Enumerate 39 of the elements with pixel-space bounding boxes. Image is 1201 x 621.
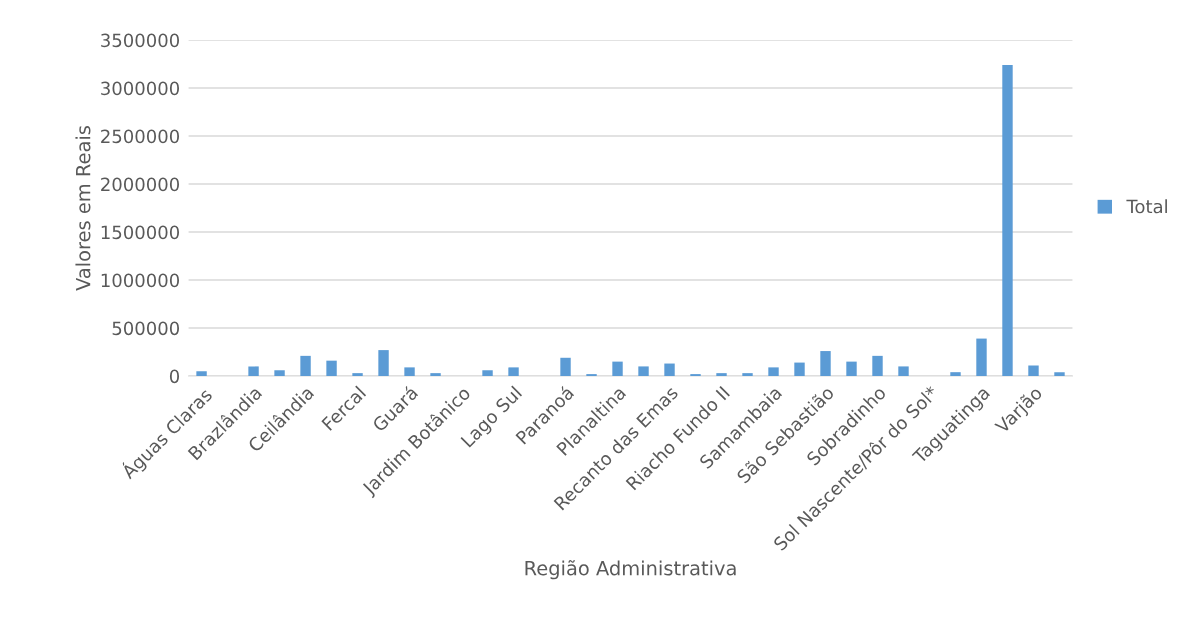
bar — [846, 361, 857, 377]
bar — [638, 366, 649, 377]
bar — [404, 367, 415, 377]
legend-label: Total — [1126, 199, 1167, 214]
y-tick-label: 0 — [169, 369, 180, 384]
bar — [976, 338, 987, 377]
bar — [430, 373, 441, 377]
bar — [482, 370, 493, 377]
bar — [352, 373, 363, 377]
y-tick-label: 3000000 — [101, 81, 180, 96]
bar — [248, 366, 259, 377]
bar — [950, 372, 961, 377]
y-tick-label: 2000000 — [101, 177, 180, 192]
bar — [1002, 65, 1013, 377]
bar — [872, 355, 883, 377]
bar — [508, 367, 519, 377]
bar — [820, 351, 831, 377]
bar — [378, 350, 389, 377]
bar — [716, 373, 727, 377]
bar — [612, 361, 623, 377]
bar — [664, 363, 675, 377]
bar — [326, 360, 337, 377]
bar — [300, 355, 311, 377]
bar — [560, 357, 571, 377]
bar — [274, 370, 285, 377]
bar — [1054, 372, 1065, 377]
y-tick-label: 1500000 — [101, 225, 180, 240]
y-axis-title: Valores em Reais — [75, 126, 91, 291]
bar — [768, 367, 779, 377]
y-tick-label: 500000 — [112, 321, 180, 336]
bar — [794, 362, 805, 377]
bar — [898, 366, 909, 377]
bar — [742, 373, 753, 377]
bar — [196, 371, 207, 377]
y-tick-label: 2500000 — [101, 129, 180, 144]
bar — [1028, 365, 1039, 377]
y-tick-label: 1000000 — [101, 273, 180, 288]
y-tick-label: 3500000 — [101, 33, 180, 48]
x-axis-title: Região Administrativa — [525, 560, 736, 580]
